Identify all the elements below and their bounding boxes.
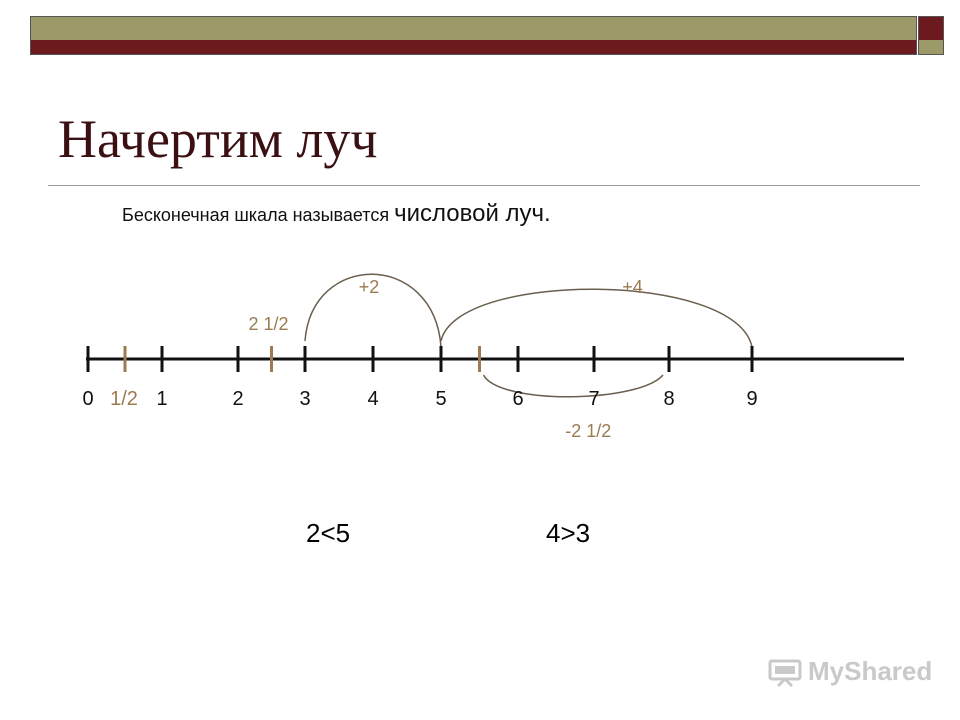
- watermark-text: MyShared: [808, 656, 933, 686]
- arc-2: [482, 374, 664, 398]
- header-band-maroon: [30, 40, 917, 55]
- tick-label-6: 6: [512, 388, 523, 410]
- slide-title: Начертим луч: [58, 109, 378, 169]
- watermark-logo: MyShared: [768, 656, 932, 687]
- tick-label-5: 5: [435, 388, 446, 410]
- arc-1: [440, 288, 753, 348]
- tick-label-0: 0: [82, 388, 93, 410]
- header-square-bottom: [918, 40, 944, 55]
- arc-label-0: +2: [359, 277, 380, 297]
- tick-label-1: 1: [156, 388, 167, 410]
- subtitle-part1: Бесконечная шкала называется: [122, 205, 395, 225]
- subtitle-part2: числовой луч.: [394, 200, 551, 227]
- presentation-board-icon: [768, 659, 802, 687]
- tick-label-8: 8: [663, 388, 674, 410]
- inequality-1: 2<5: [306, 518, 351, 548]
- header-square-top: [918, 16, 944, 42]
- tick-label-3: 3: [299, 388, 310, 410]
- arc-label-1: +4: [622, 277, 643, 297]
- arc-0: [304, 273, 442, 348]
- arc-label-2: -2 1/2: [565, 421, 611, 441]
- inequality-2: 4>3: [546, 518, 591, 548]
- title-divider: [48, 185, 920, 186]
- subtitle: Бесконечная шкала называется числовой лу…: [122, 200, 551, 228]
- tick-label-2: 2: [232, 388, 243, 410]
- tick-label-9: 9: [746, 388, 757, 410]
- annotation-two-and-half: 2 1/2: [248, 314, 288, 334]
- half-tick-label: 1/2: [110, 388, 138, 410]
- tick-label-7: 7: [588, 388, 599, 410]
- tick-label-4: 4: [367, 388, 378, 410]
